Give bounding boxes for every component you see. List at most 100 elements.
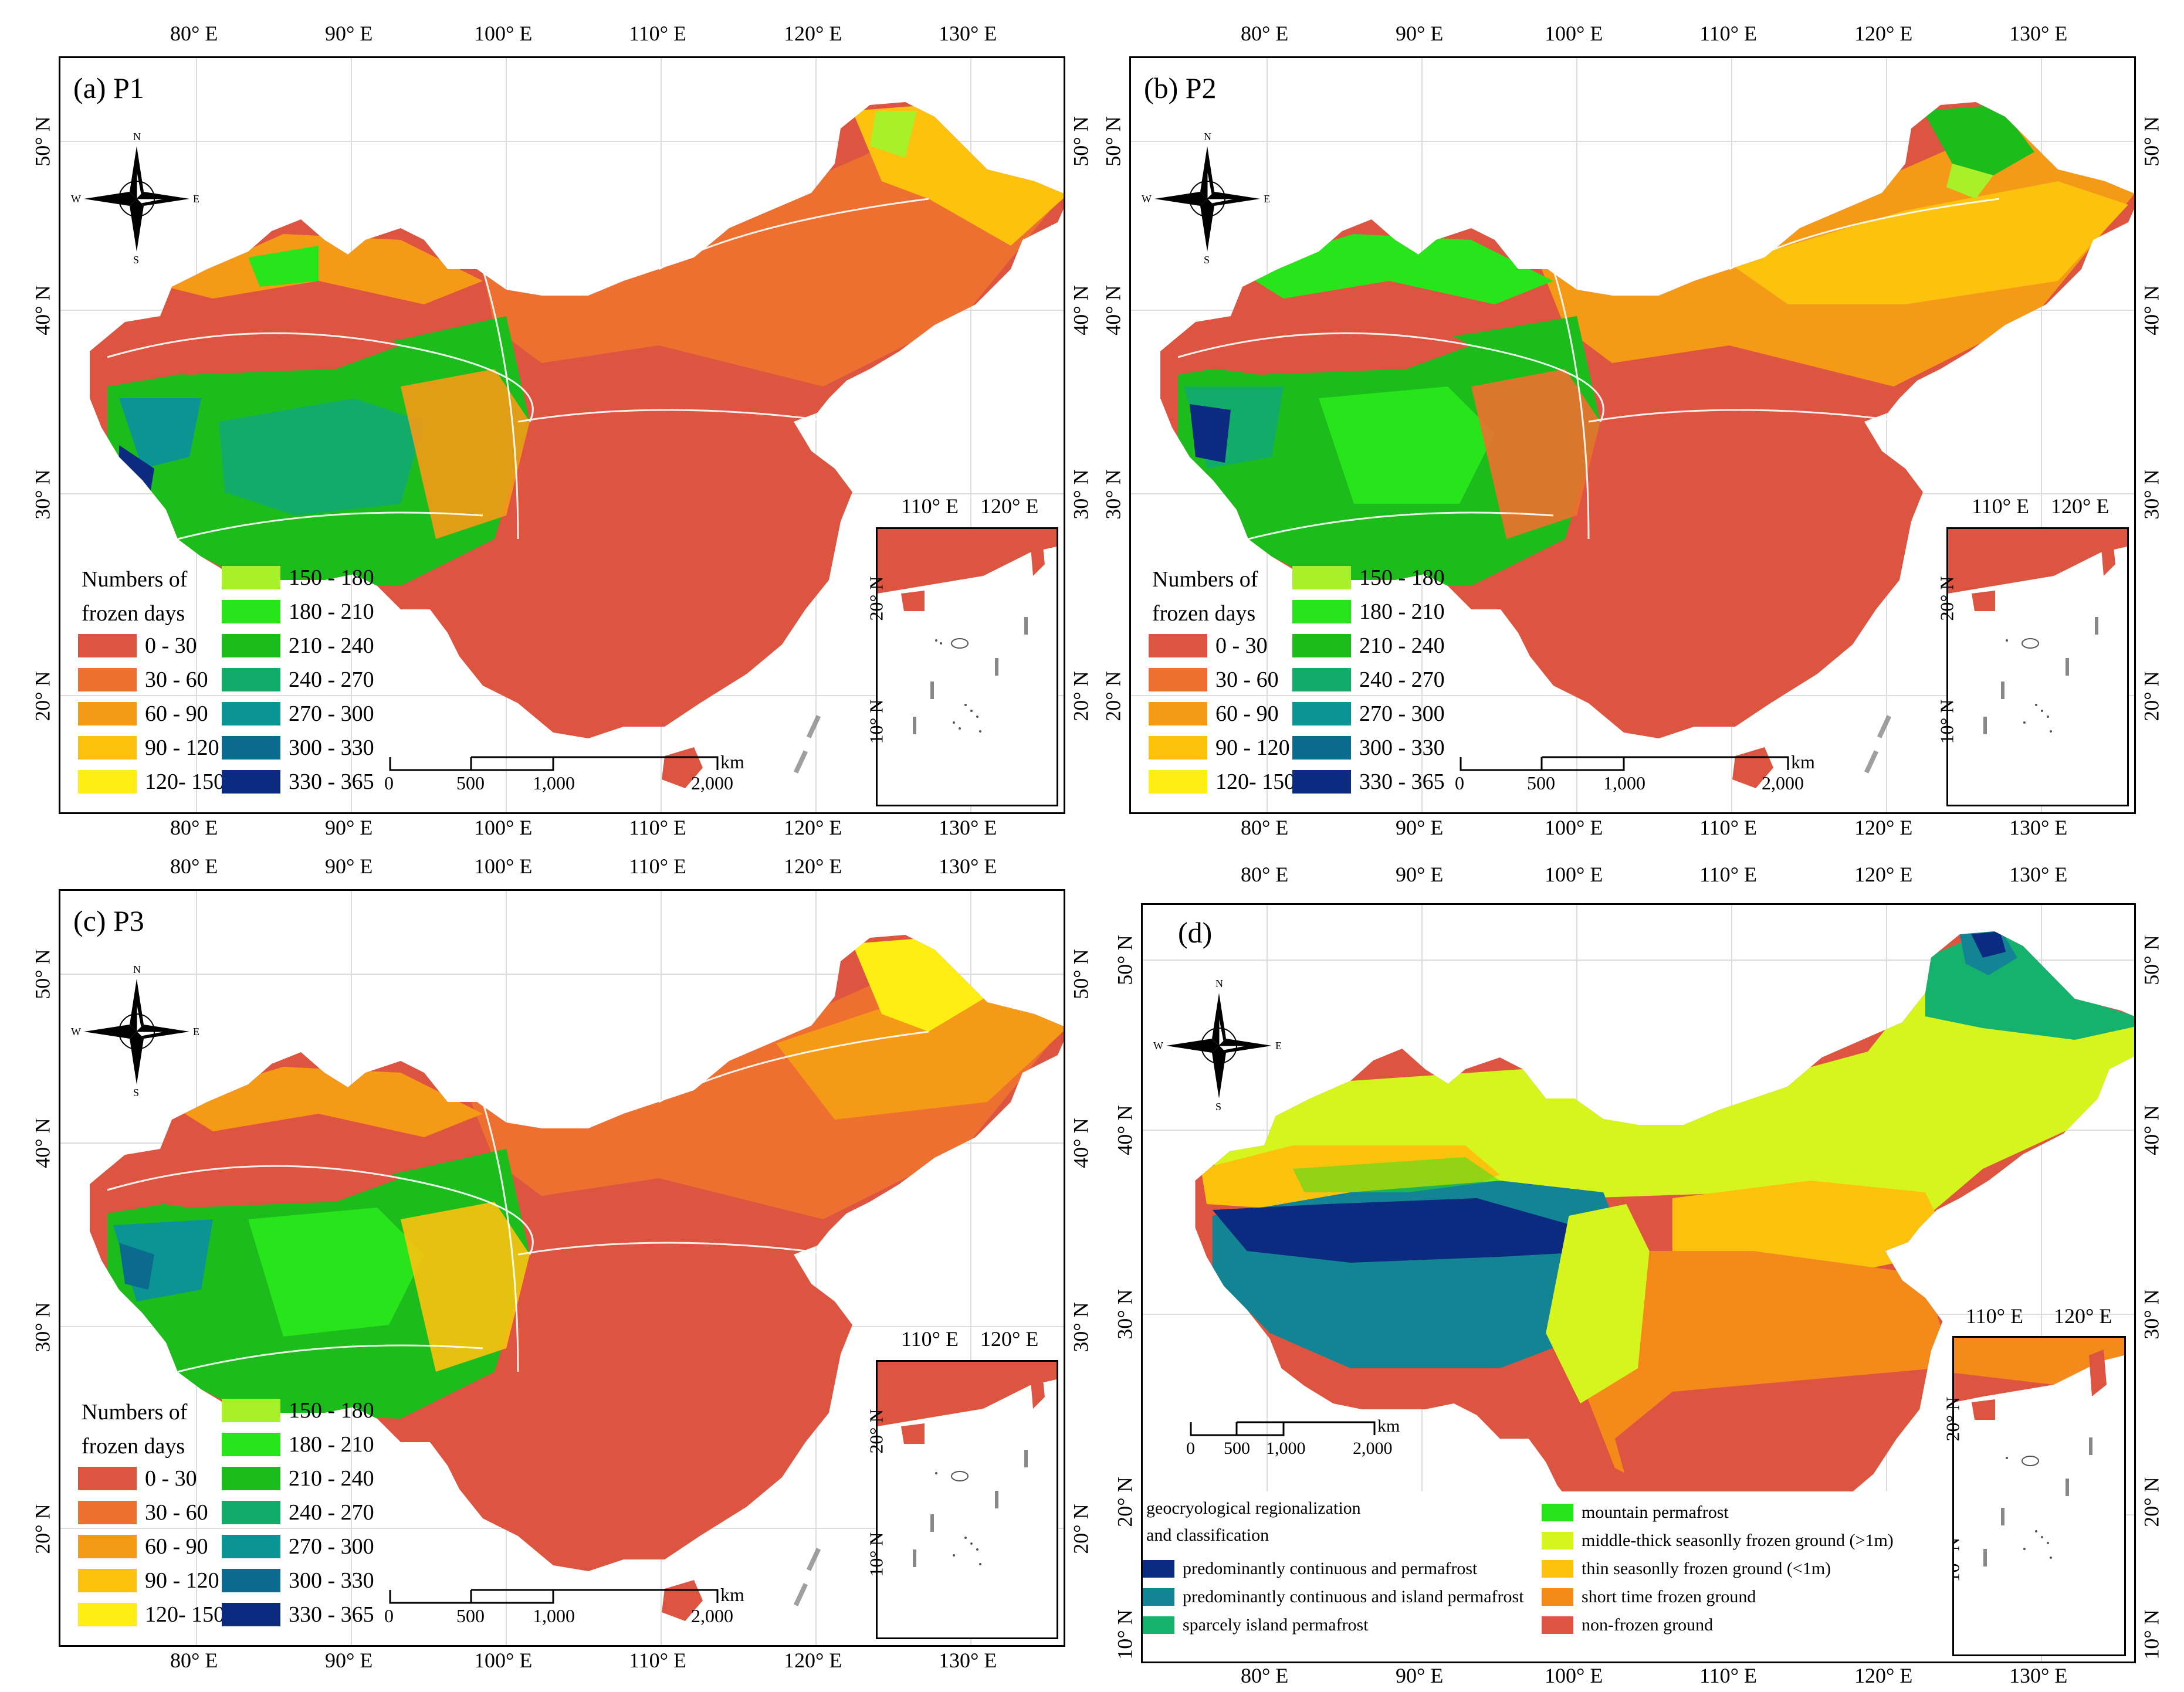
inset-lon-120: 120° E: [980, 494, 1039, 518]
legend-item: 210 - 240: [222, 1466, 374, 1491]
legend-item: 150 - 180: [1292, 565, 1445, 591]
lat-left: 30° N: [1101, 469, 1125, 520]
legend-item: 90 - 120: [1149, 735, 1290, 761]
lat-right: 10° N: [2139, 1609, 2163, 1660]
legend-title: Numbers of frozen days: [1152, 567, 1258, 626]
inset-lon-110: 110° E: [901, 1327, 959, 1351]
map-frame-c: N S W E 110° E 120° E 20° N 10° N: [59, 889, 1065, 1647]
legend-item: 210 - 240: [1292, 633, 1445, 659]
lon-top: 130° E: [939, 22, 997, 45]
lat-left: 50° N: [31, 116, 55, 167]
inset-lon-120: 120° E: [2054, 1304, 2112, 1328]
lon-top: 110° E: [1699, 22, 1758, 45]
legend-geo: geocryological regionalization and class…: [1143, 1491, 1952, 1662]
legend-item: middle-thick seasonlly frozen ground (>1…: [1542, 1529, 1894, 1552]
lat-right: 50° N: [2139, 935, 2163, 985]
legend-item: 300 - 330: [222, 1568, 374, 1593]
inset-lon-120: 120° E: [980, 1327, 1039, 1351]
legend-item: thin seasonlly frozen ground (<1m): [1542, 1557, 1831, 1581]
panel-d: N S W E 110° E 120° E 20° N 10° N: [1071, 839, 2184, 1692]
compass-n: N: [133, 131, 141, 143]
scalebar: 0 500 1,000 2,000 km: [1455, 751, 1815, 794]
compass-w: W: [1153, 1040, 1163, 1052]
legend-item: non-frozen ground: [1542, 1613, 1713, 1637]
lon-bottom: 100° E: [474, 1649, 533, 1672]
inset-map: 110° E 120° E 20° N 10° N: [865, 1327, 1058, 1639]
scale-1000: 1,000: [1603, 772, 1645, 794]
inset-lon-120: 120° E: [2051, 494, 2109, 518]
legend-item: mountain permafrost: [1542, 1501, 1729, 1524]
legend-frozen-c: Numbers of frozen days 0 - 30 30 - 60 60…: [78, 1395, 407, 1642]
panel-title-d: (d): [1178, 916, 1213, 949]
lat-left: 20° N: [1101, 671, 1125, 721]
legend-item: 150 - 180: [222, 565, 374, 591]
legend-item: 30 - 60: [78, 1500, 208, 1525]
scale-2000: 2,000: [691, 1605, 733, 1626]
compass-e: E: [193, 193, 199, 205]
lon-top: 90° E: [1396, 22, 1444, 45]
legend-item: 270 - 300: [1292, 701, 1445, 727]
scale-unit: km: [1377, 1416, 1400, 1436]
lat-right: 20° N: [2139, 671, 2163, 721]
legend-item: 30 - 60: [78, 667, 208, 693]
lat-left: 30° N: [31, 1302, 55, 1352]
inset-lat-10: 10° N: [865, 699, 887, 744]
scale-500: 500: [456, 1605, 485, 1626]
lon-bottom: 110° E: [1699, 1664, 1758, 1687]
compass-w: W: [71, 193, 81, 205]
legend-item: 120- 150: [78, 769, 225, 795]
inset-lat-20: 20° N: [865, 1409, 887, 1454]
lon-top: 100° E: [474, 855, 533, 878]
lon-top: 90° E: [325, 22, 373, 45]
lat-left: 50° N: [1101, 116, 1125, 167]
lon-top: 130° E: [2009, 22, 2068, 45]
scale-0: 0: [384, 772, 394, 794]
lat-left: 20° N: [31, 1504, 55, 1554]
lon-bottom: 110° E: [1699, 816, 1758, 839]
compass-icon: N S W E: [71, 964, 199, 1098]
compass-e: E: [1275, 1040, 1282, 1052]
legend-item: short time frozen ground: [1542, 1585, 1756, 1609]
panel-b: N S W E 110° E 120° E 20° N 10° N: [1071, 0, 2184, 839]
compass-icon: N S W E: [71, 131, 199, 266]
inset-lat-20: 20° N: [1936, 576, 1958, 621]
compass-s: S: [1204, 254, 1210, 266]
legend-item: 0 - 30: [78, 1466, 197, 1491]
inset-map: 110° E 120° E 20° N 10° N: [865, 494, 1058, 806]
lon-bottom: 100° E: [1545, 816, 1603, 839]
lon-bottom: 90° E: [1396, 816, 1444, 839]
lon-bottom: 120° E: [1854, 816, 1913, 839]
scale-0: 0: [384, 1605, 394, 1626]
legend-item: sparcely island permafrost: [1143, 1613, 1369, 1637]
lat-left: 30° N: [1113, 1289, 1137, 1340]
lon-bottom: 130° E: [2009, 1664, 2068, 1687]
legend-item: 270 - 300: [222, 1534, 374, 1559]
legend-title: Numbers of frozen days: [82, 567, 188, 626]
map-frame-a: N S W E 110° E 120° E 20° N 10° N: [59, 56, 1065, 814]
legend-item: 240 - 270: [222, 667, 374, 693]
legend-item: 330 - 365: [222, 1602, 374, 1627]
lon-bottom: 100° E: [1545, 1664, 1603, 1687]
scale-0: 0: [1455, 772, 1464, 794]
lat-left: 40° N: [31, 1118, 55, 1168]
legend-item: 90 - 120: [78, 735, 219, 761]
lon-top: 80° E: [1241, 22, 1289, 45]
inset-lon-110: 110° E: [1966, 1304, 2024, 1328]
panel-c: N S W E 110° E 120° E 20° N 10° N: [0, 839, 1093, 1692]
scale-500: 500: [1527, 772, 1555, 794]
lat-left: 50° N: [31, 949, 55, 999]
legend-item: 240 - 270: [222, 1500, 374, 1525]
lon-top: 100° E: [474, 22, 533, 45]
compass-n: N: [1204, 131, 1211, 143]
scale-2000: 2,000: [1762, 772, 1804, 794]
lat-right: 50° N: [2139, 116, 2163, 167]
lat-left: 10° N: [1113, 1609, 1137, 1660]
scale-1000: 1,000: [533, 772, 575, 794]
lon-bottom: 110° E: [629, 1649, 687, 1672]
scale-1000: 1,000: [1266, 1439, 1306, 1458]
inset-map: 110° E 120° E 20° N 10° N: [1942, 1304, 2126, 1656]
compass-n: N: [1215, 978, 1223, 989]
lon-bottom: 130° E: [939, 816, 997, 839]
legend-frozen-a: Numbers of frozen days 0 - 30 30 - 60 60…: [78, 562, 407, 809]
inset-map: 110° E 120° E 20° N 10° N: [1936, 494, 2129, 806]
